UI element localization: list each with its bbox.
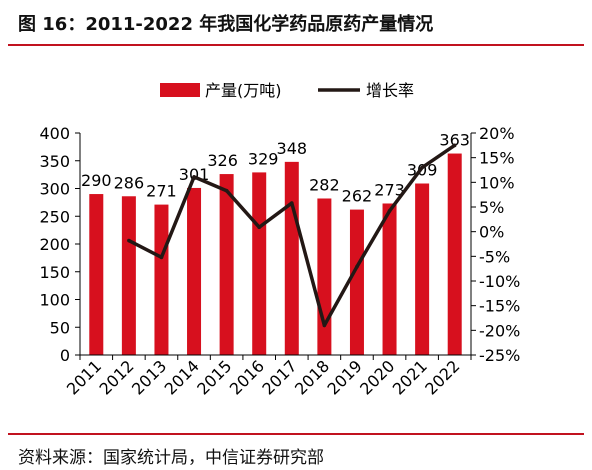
- x-tick-label-2015: 2015: [193, 356, 235, 398]
- legend-swatch-bar: [160, 83, 200, 97]
- data-label-2011: 290: [81, 171, 112, 190]
- x-tick-label-2016: 2016: [226, 356, 268, 398]
- bar-2017: [284, 161, 299, 355]
- left-tick-label: 150: [39, 263, 70, 282]
- growth-point-2016: [257, 225, 262, 230]
- bar-2020: [382, 203, 397, 355]
- right-tick-label: 15%: [479, 149, 515, 168]
- right-tick-label: 0%: [479, 223, 504, 242]
- data-label-2022: 363: [439, 131, 470, 150]
- data-label-2013: 271: [146, 182, 177, 201]
- growth-point-2017: [289, 201, 294, 205]
- right-tick-label: 20%: [479, 124, 515, 143]
- left-tick-label: 400: [39, 124, 70, 143]
- bottom-rule: [8, 433, 584, 435]
- growth-point-2019: [355, 264, 359, 269]
- growth-point-2021: [420, 165, 424, 170]
- left-tick-label: 250: [39, 207, 70, 226]
- bar-2022: [447, 153, 462, 355]
- x-tick-label-2021: 2021: [389, 356, 431, 398]
- right-tick-label: -20%: [479, 321, 520, 340]
- x-tick-label-2020: 2020: [356, 356, 398, 398]
- legend-label-production: 产量(万吨): [205, 81, 282, 100]
- growth-point-2020: [387, 209, 392, 213]
- right-tick-label: -5%: [479, 247, 510, 266]
- bar-2021: [415, 183, 430, 355]
- data-label-2012: 286: [114, 173, 145, 192]
- left-tick-label: 100: [39, 291, 70, 310]
- data-label-2015: 326: [207, 151, 238, 170]
- data-label-2019: 262: [342, 187, 373, 206]
- bar-2015: [219, 174, 234, 355]
- x-tick-label-2022: 2022: [421, 356, 463, 398]
- growth-point-2012: [127, 238, 131, 243]
- left-tick-label: 300: [39, 180, 70, 199]
- bar-2012: [121, 196, 136, 355]
- x-tick-label-2014: 2014: [161, 356, 203, 398]
- bar-2018: [317, 198, 332, 355]
- x-tick-label-2018: 2018: [291, 356, 333, 398]
- left-tick-label: 50: [50, 318, 70, 337]
- data-label-2017: 348: [277, 139, 308, 158]
- left-tick-label: 350: [39, 152, 70, 171]
- growth-point-2014: [192, 175, 196, 179]
- bar-2019: [349, 209, 364, 355]
- data-label-2016: 329: [248, 149, 279, 168]
- right-tick-label: -10%: [479, 272, 520, 291]
- figure-title: 图 16：2011-2022 年我国化学药品原药产量情况: [18, 14, 434, 35]
- bar-2011: [89, 194, 104, 355]
- data-label-2018: 282: [309, 175, 340, 194]
- bar-2014: [187, 187, 202, 355]
- left-tick-label: 200: [39, 235, 70, 254]
- x-tick-label-2019: 2019: [324, 356, 366, 398]
- growth-point-2022: [452, 143, 457, 148]
- source-note: 资料来源：国家统计局，中信证券研究部: [18, 448, 324, 468]
- right-tick-label: 5%: [479, 198, 504, 217]
- bar-2016: [252, 172, 267, 355]
- left-tick-label: 0: [60, 346, 70, 365]
- growth-point-2018: [322, 323, 327, 328]
- growth-point-2015: [224, 188, 229, 193]
- top-rule: [8, 44, 584, 46]
- bar-series: [89, 153, 462, 355]
- chart-legend: 产量(万吨) 增长率: [160, 81, 414, 100]
- data-label-2020: 273: [374, 180, 405, 199]
- line-series: [127, 143, 457, 328]
- x-tick-label-2012: 2012: [95, 356, 137, 398]
- right-tick-label: 10%: [479, 173, 515, 192]
- x-tick-label-2017: 2017: [258, 356, 300, 398]
- legend-label-growth: 增长率: [366, 81, 414, 100]
- right-tick-label: -15%: [479, 297, 520, 316]
- growth-point-2013: [159, 255, 164, 260]
- bar-2013: [154, 204, 169, 355]
- x-tick-label-2013: 2013: [128, 356, 170, 398]
- right-tick-label: -25%: [479, 346, 520, 365]
